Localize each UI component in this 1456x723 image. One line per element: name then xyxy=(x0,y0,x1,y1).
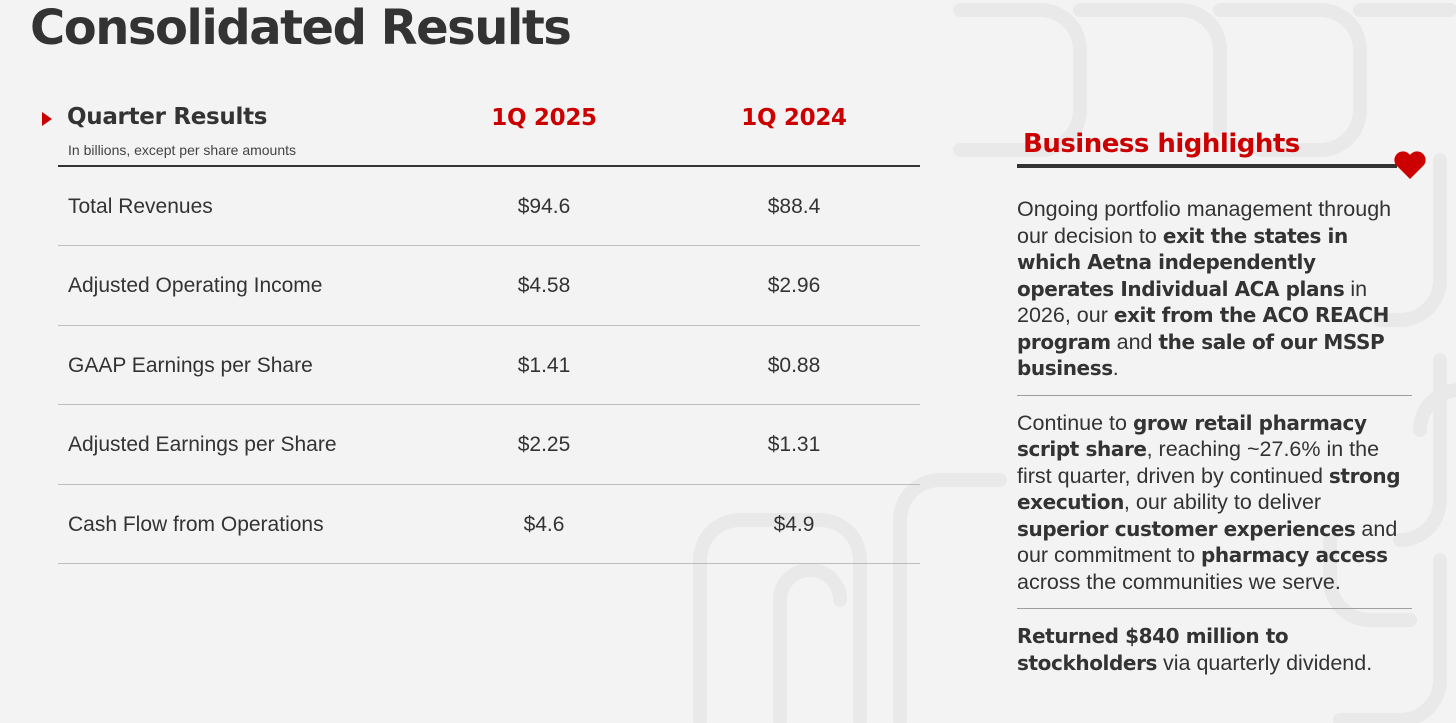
heart-icon xyxy=(1394,151,1426,179)
highlight-text: in 2026, our xyxy=(1017,276,1368,328)
row-label: Cash Flow from Operations xyxy=(68,512,324,536)
highlight-text: Ongoing portfolio management through our… xyxy=(1017,197,1392,248)
highlight-item: Returned $840 million to stockholders vi… xyxy=(1017,623,1413,676)
highlight-text: , reaching ~27.6% in the first quarter, … xyxy=(1017,437,1380,488)
highlight-text: Continue to xyxy=(1017,410,1133,435)
cell-value: $2.96 xyxy=(767,274,821,298)
cell-value: $4.9 xyxy=(773,512,815,536)
highlight-item: Continue to grow retail pharmacy script … xyxy=(1017,410,1413,596)
highlight-emphasis: exit the states in which Aetna independe… xyxy=(1017,223,1348,301)
highlight-emphasis: grow retail pharmacy script share xyxy=(1017,410,1367,462)
table-row: Total Revenues $94.6 $88.4 xyxy=(58,167,920,247)
column-header-1q-2024: 1Q 2024 xyxy=(741,105,847,131)
highlight-emphasis: the sale of our MSSP business xyxy=(1017,329,1385,381)
row-label: Total Revenues xyxy=(68,195,213,218)
table-header-label: Quarter Results xyxy=(67,104,268,130)
row-label: Adjusted Earnings per Share xyxy=(68,433,337,457)
table-row: Adjusted Earnings per Share $2.25 $1.31 xyxy=(58,405,920,485)
cell-value: $2.25 xyxy=(517,433,571,457)
highlight-item: Ongoing portfolio management through our… xyxy=(1017,196,1413,382)
highlight-emphasis: pharmacy access xyxy=(1201,543,1388,567)
table-row: Adjusted Operating Income $4.58 $2.96 xyxy=(58,246,920,326)
row-label: GAAP Earnings per Share xyxy=(68,353,313,377)
table-row: Cash Flow from Operations $4.6 $4.9 xyxy=(58,485,920,564)
highlight-emphasis: exit from the ACO REACH program xyxy=(1017,303,1389,354)
results-table: Quarter Results In billions, except per … xyxy=(40,100,920,564)
highlight-text: across the communities we serve. xyxy=(1017,569,1341,594)
highlight-emphasis: Returned $840 million to stockholders xyxy=(1017,624,1289,675)
page-title: Consolidated Results xyxy=(30,0,572,56)
triangle-right-icon xyxy=(42,112,52,126)
cell-value: $4.6 xyxy=(523,512,565,536)
highlight-divider xyxy=(1017,394,1412,396)
column-header-1q-2025: 1Q 2025 xyxy=(491,105,597,131)
cell-value: $4.58 xyxy=(517,274,571,298)
cell-value: $1.31 xyxy=(767,433,821,457)
cell-value: $1.41 xyxy=(517,353,571,377)
table-row: GAAP Earnings per Share $1.41 $0.88 xyxy=(58,326,920,406)
highlight-text: and our commitment to xyxy=(1017,516,1398,568)
highlight-text: and xyxy=(1110,329,1159,354)
highlight-divider xyxy=(1017,608,1412,609)
cell-value: $94.6 xyxy=(517,195,571,218)
highlight-text: via quarterly dividend. xyxy=(1157,650,1373,675)
highlight-emphasis: strong execution xyxy=(1017,463,1401,515)
cell-value: $88.4 xyxy=(767,195,821,218)
highlight-text: , our ability to deliver xyxy=(1123,490,1322,514)
row-label: Adjusted Operating Income xyxy=(68,274,323,298)
highlights-title-rule xyxy=(1017,164,1397,168)
highlight-emphasis: superior customer experiences xyxy=(1017,516,1356,541)
business-highlights-panel: Business highlights Ongoing portfolio ma… xyxy=(1017,126,1427,676)
highlights-title: Business highlights xyxy=(1023,129,1300,159)
table-header: Quarter Results In billions, except per … xyxy=(42,100,920,167)
highlight-text: . xyxy=(1112,356,1119,380)
cell-value: $0.88 xyxy=(767,353,821,377)
table-header-subtitle: In billions, except per share amounts xyxy=(68,142,297,158)
